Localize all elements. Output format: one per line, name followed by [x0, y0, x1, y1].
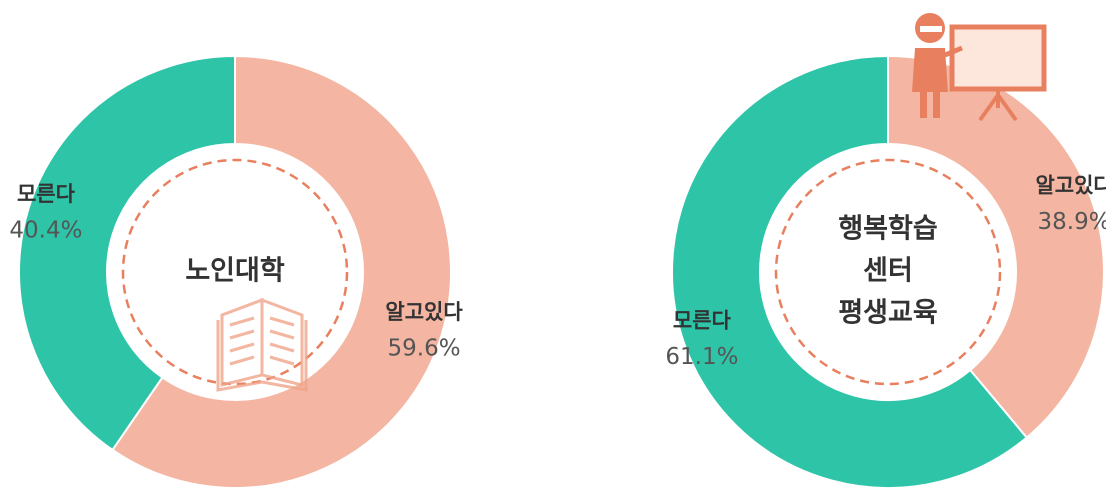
- slice-category: 알고있다: [385, 300, 463, 324]
- donut-slice: [19, 56, 235, 450]
- center-label: 평생교육: [838, 298, 937, 329]
- slice-category: 알고있다: [1035, 173, 1106, 197]
- slice-category: 모른다: [17, 182, 76, 206]
- chart: 알고있다59.6%모른다40.4%노인대학알고있다38.9%모른다61.1%행복…: [0, 0, 1106, 492]
- page: 알고있다59.6%모른다40.4%노인대학알고있다38.9%모른다61.1%행복…: [0, 0, 1106, 492]
- slice-value: 59.6%: [388, 335, 461, 361]
- center-label: 노인대학: [185, 256, 285, 287]
- center-label: 센터: [863, 256, 913, 287]
- charts: 알고있다59.6%모른다40.4%노인대학알고있다38.9%모른다61.1%행복…: [9, 56, 1106, 488]
- slice-value: 61.1%: [665, 344, 738, 370]
- slice-category: 모른다: [673, 309, 732, 333]
- slice-value: 40.4%: [9, 218, 82, 244]
- slice-value: 38.9%: [1038, 209, 1106, 235]
- center-label: 행복학습: [838, 214, 937, 245]
- book-icon: [218, 300, 306, 390]
